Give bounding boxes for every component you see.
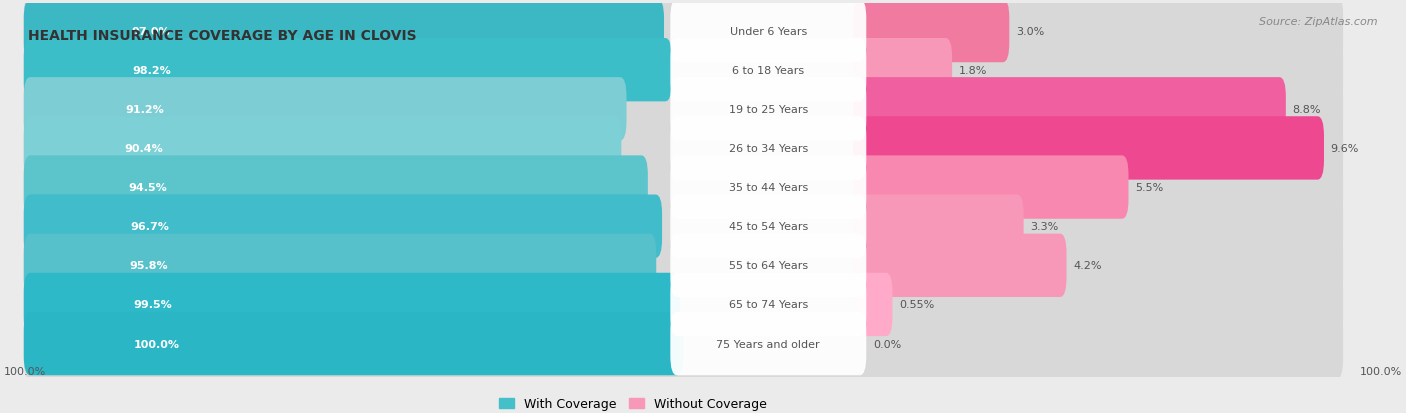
FancyBboxPatch shape (24, 113, 1343, 184)
Text: Source: ZipAtlas.com: Source: ZipAtlas.com (1260, 17, 1378, 26)
FancyBboxPatch shape (24, 195, 662, 258)
Text: 4.2%: 4.2% (1073, 261, 1101, 271)
Text: 99.5%: 99.5% (134, 300, 172, 310)
FancyBboxPatch shape (24, 117, 621, 180)
FancyBboxPatch shape (24, 191, 1343, 262)
Text: 35 to 44 Years: 35 to 44 Years (728, 183, 808, 192)
Legend: With Coverage, Without Coverage: With Coverage, Without Coverage (494, 392, 772, 413)
Text: 9.6%: 9.6% (1330, 144, 1358, 154)
Text: 98.2%: 98.2% (132, 66, 170, 76)
Text: 8.8%: 8.8% (1292, 104, 1320, 114)
Text: 6 to 18 Years: 6 to 18 Years (733, 66, 804, 76)
FancyBboxPatch shape (24, 234, 657, 297)
Text: 94.5%: 94.5% (128, 183, 167, 192)
FancyBboxPatch shape (24, 156, 648, 219)
FancyBboxPatch shape (853, 156, 1129, 219)
Text: 3.3%: 3.3% (1031, 222, 1059, 232)
FancyBboxPatch shape (671, 312, 866, 375)
FancyBboxPatch shape (671, 78, 866, 141)
Text: 65 to 74 Years: 65 to 74 Years (728, 300, 808, 310)
FancyBboxPatch shape (24, 78, 627, 141)
Text: HEALTH INSURANCE COVERAGE BY AGE IN CLOVIS: HEALTH INSURANCE COVERAGE BY AGE IN CLOV… (28, 29, 416, 43)
FancyBboxPatch shape (853, 117, 1324, 180)
FancyBboxPatch shape (24, 308, 1343, 379)
FancyBboxPatch shape (671, 39, 866, 102)
Text: 97.0%: 97.0% (131, 26, 170, 36)
Text: 91.2%: 91.2% (125, 104, 165, 114)
FancyBboxPatch shape (24, 0, 664, 63)
Text: 0.55%: 0.55% (898, 300, 934, 310)
Text: 100.0%: 100.0% (134, 339, 180, 349)
FancyBboxPatch shape (853, 78, 1286, 141)
FancyBboxPatch shape (24, 269, 1343, 340)
Text: 55 to 64 Years: 55 to 64 Years (728, 261, 808, 271)
FancyBboxPatch shape (24, 152, 1343, 223)
Text: 100.0%: 100.0% (1360, 366, 1402, 376)
Text: 90.4%: 90.4% (125, 144, 163, 154)
Text: 95.8%: 95.8% (129, 261, 169, 271)
FancyBboxPatch shape (853, 0, 1010, 63)
FancyBboxPatch shape (671, 273, 866, 336)
Text: 19 to 25 Years: 19 to 25 Years (728, 104, 808, 114)
Text: 26 to 34 Years: 26 to 34 Years (728, 144, 808, 154)
FancyBboxPatch shape (24, 273, 681, 336)
Text: Under 6 Years: Under 6 Years (730, 26, 807, 36)
FancyBboxPatch shape (853, 39, 952, 102)
FancyBboxPatch shape (671, 117, 866, 180)
Text: 45 to 54 Years: 45 to 54 Years (728, 222, 808, 232)
FancyBboxPatch shape (24, 39, 672, 102)
FancyBboxPatch shape (853, 195, 1024, 258)
FancyBboxPatch shape (24, 312, 683, 375)
FancyBboxPatch shape (671, 195, 866, 258)
FancyBboxPatch shape (24, 74, 1343, 145)
FancyBboxPatch shape (853, 273, 893, 336)
FancyBboxPatch shape (853, 234, 1067, 297)
Text: 0.0%: 0.0% (873, 339, 901, 349)
FancyBboxPatch shape (24, 35, 1343, 106)
FancyBboxPatch shape (24, 0, 1343, 67)
Text: 3.0%: 3.0% (1017, 26, 1045, 36)
FancyBboxPatch shape (671, 156, 866, 219)
Text: 100.0%: 100.0% (4, 366, 46, 376)
FancyBboxPatch shape (671, 0, 866, 63)
Text: 5.5%: 5.5% (1135, 183, 1163, 192)
FancyBboxPatch shape (671, 234, 866, 297)
Text: 96.7%: 96.7% (131, 222, 170, 232)
Text: 75 Years and older: 75 Years and older (717, 339, 820, 349)
Text: 1.8%: 1.8% (959, 66, 987, 76)
FancyBboxPatch shape (24, 230, 1343, 301)
